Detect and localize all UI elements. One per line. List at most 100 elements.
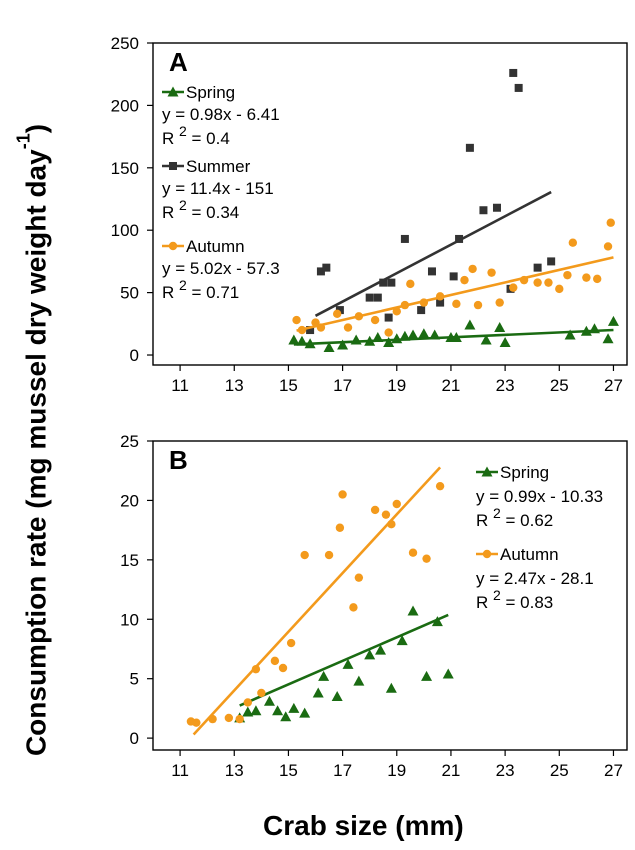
spring-point bbox=[364, 649, 376, 660]
summer-point bbox=[373, 293, 382, 302]
x-tick-label: 19 bbox=[387, 376, 406, 395]
summer-point bbox=[316, 267, 325, 276]
autumn-point bbox=[343, 323, 353, 332]
y-tick-label: 10 bbox=[120, 610, 139, 629]
x-tick-label: 17 bbox=[333, 376, 352, 395]
legend-swatch-marker bbox=[482, 549, 492, 559]
spring-point bbox=[342, 658, 354, 669]
spring-point bbox=[385, 682, 397, 693]
legend-swatch-marker bbox=[168, 241, 178, 251]
y-tick-label: 250 bbox=[111, 34, 139, 53]
series-autumn: Autumn y = 2.47x - 28.1R 2 = 0.83 bbox=[186, 466, 594, 736]
series-spring: Spring y = 0.99x - 10.33R 2 = 0.62 bbox=[234, 463, 603, 723]
autumn-point bbox=[192, 718, 201, 727]
legend-equation: y = 0.99x - 10.33 bbox=[476, 487, 603, 506]
summer-point bbox=[465, 143, 474, 152]
x-tick-label: 25 bbox=[550, 761, 569, 780]
autumn-point bbox=[568, 238, 578, 247]
autumn-point bbox=[533, 278, 542, 287]
summer-point bbox=[436, 298, 445, 307]
y-tick-label: 15 bbox=[120, 551, 139, 570]
summer-point bbox=[417, 306, 426, 315]
summer-point bbox=[533, 263, 542, 272]
spring-point bbox=[280, 711, 292, 722]
y-tick-label: 0 bbox=[130, 729, 139, 748]
spring-point bbox=[607, 315, 619, 326]
x-tick-label: 23 bbox=[496, 761, 515, 780]
x-tick-label: 11 bbox=[171, 761, 189, 780]
x-tick-label: 23 bbox=[496, 376, 515, 395]
autumn-point bbox=[338, 490, 347, 499]
autumn-point bbox=[324, 550, 334, 560]
spring-point bbox=[464, 319, 476, 330]
spring-fit-line bbox=[293, 328, 614, 346]
summer-point bbox=[400, 234, 409, 243]
spring-point bbox=[272, 705, 284, 716]
spring-point bbox=[421, 670, 433, 681]
x-tick-label: 13 bbox=[225, 761, 244, 780]
legend-r-squared: R 2 = 0.4 bbox=[162, 123, 230, 148]
summer-point bbox=[514, 83, 523, 92]
autumn-point bbox=[582, 273, 591, 282]
spring-point bbox=[263, 695, 275, 706]
x-tick-label: 21 bbox=[441, 761, 460, 780]
spring-point bbox=[242, 706, 254, 717]
x-tick-label: 27 bbox=[604, 761, 623, 780]
spring-point bbox=[323, 342, 335, 353]
legend-equation: y = 11.4x - 151 bbox=[162, 179, 274, 198]
legend-r-squared: R 2 = 0.83 bbox=[476, 587, 553, 612]
legend-series-name: Spring bbox=[500, 463, 549, 482]
x-tick-label: 25 bbox=[550, 376, 569, 395]
panel-label: B bbox=[169, 445, 188, 475]
autumn-point bbox=[392, 499, 401, 509]
series-spring: Spring y = 0.98x - 6.41R 2 = 0.4 bbox=[162, 83, 619, 353]
autumn-point bbox=[257, 688, 266, 698]
autumn-point bbox=[354, 573, 364, 582]
autumn-point bbox=[243, 698, 252, 707]
spring-point bbox=[494, 322, 506, 333]
spring-point bbox=[375, 644, 387, 655]
summer-point bbox=[479, 206, 488, 215]
summer-point bbox=[306, 326, 315, 335]
autumn-point bbox=[335, 523, 345, 532]
y-tick-label: 50 bbox=[120, 284, 139, 303]
autumn-point bbox=[370, 505, 380, 515]
autumn-point bbox=[593, 274, 602, 284]
plot-frame bbox=[152, 440, 628, 751]
spring-point bbox=[564, 329, 576, 340]
series-autumn: Autumn y = 5.02x - 57.3R 2 = 0.71 bbox=[162, 218, 615, 337]
summer-point bbox=[322, 263, 331, 272]
legend-r-squared: R 2 = 0.62 bbox=[476, 505, 553, 530]
legend-swatch-marker bbox=[481, 466, 493, 477]
y-axis-title: Consumption rate (mg mussel dry weight d… bbox=[13, 123, 52, 756]
summer-fit-line bbox=[314, 190, 552, 317]
spring-point bbox=[418, 328, 430, 339]
x-tick-label: 27 bbox=[604, 376, 623, 395]
x-tick-label: 11 bbox=[171, 376, 189, 395]
spring-point bbox=[299, 707, 311, 718]
autumn-point bbox=[544, 278, 553, 287]
spring-point bbox=[353, 675, 365, 686]
autumn-point bbox=[270, 656, 280, 666]
panel-a: 11 13 15 17 19 21 23 25 27 0 50 100 150 200 250 A Spring… bbox=[111, 34, 628, 395]
summer-point bbox=[509, 68, 518, 77]
legend-swatch-marker bbox=[167, 86, 179, 97]
spring-point bbox=[442, 668, 454, 679]
y-tick-label: 0 bbox=[130, 346, 139, 365]
spring-point bbox=[288, 334, 300, 345]
spring-point bbox=[431, 616, 443, 627]
autumn-point bbox=[286, 638, 296, 648]
autumn-fit-line bbox=[192, 466, 442, 736]
autumn-point bbox=[224, 713, 234, 723]
spring-fit-line bbox=[239, 613, 449, 707]
y-tick-label: 20 bbox=[120, 491, 139, 510]
autumn-point bbox=[452, 299, 461, 309]
y-tick-label: 150 bbox=[111, 159, 139, 178]
spring-point bbox=[288, 702, 300, 713]
y-axis-title-close: ) bbox=[20, 123, 52, 134]
summer-point bbox=[449, 272, 458, 281]
autumn-point bbox=[563, 270, 572, 280]
summer-point bbox=[387, 278, 396, 287]
legend-series-name: Summer bbox=[186, 157, 251, 176]
